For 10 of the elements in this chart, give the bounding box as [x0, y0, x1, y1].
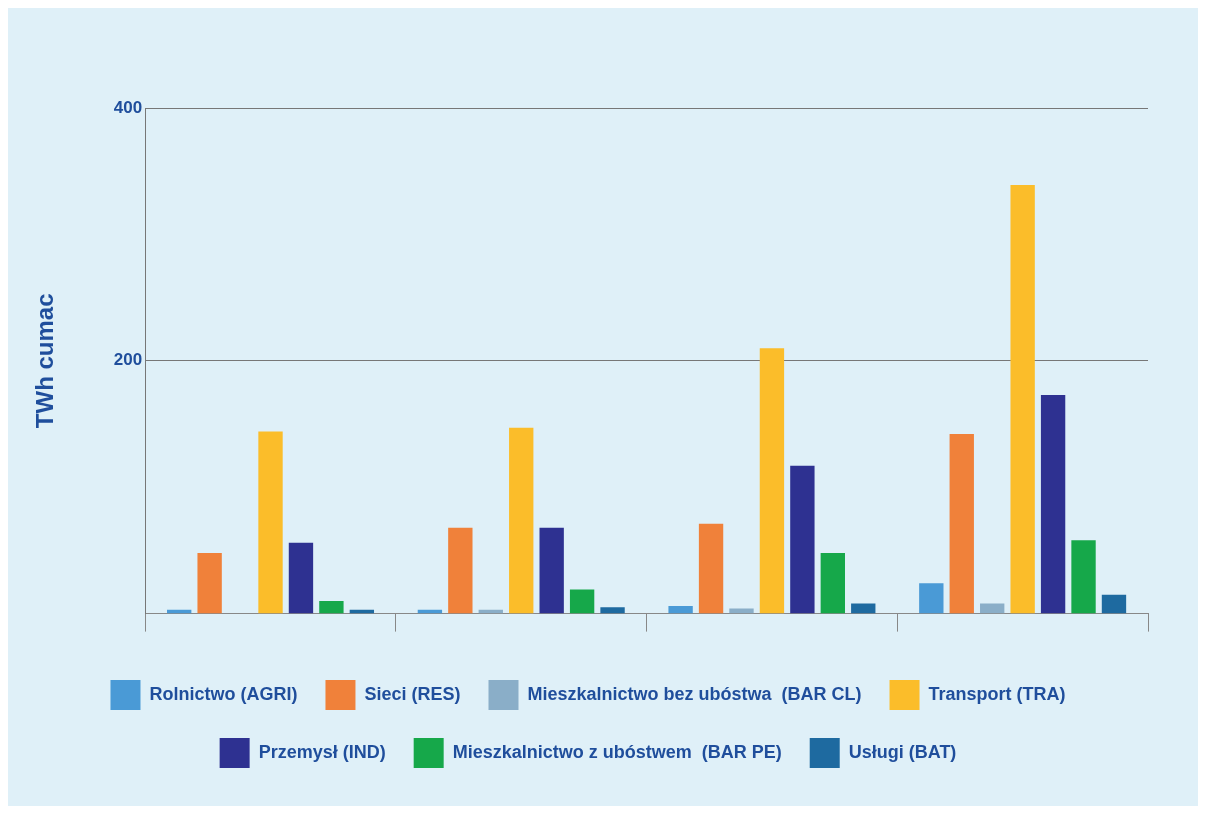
legend-label: Przemysł (IND) [258, 741, 386, 762]
legend-label: Mieszkalnictwo bez ubóstwa (BAR CL) [527, 683, 862, 704]
legend-label: Usługi (BAT) [848, 741, 957, 762]
y-tick-label: 200 [113, 350, 143, 370]
y-tick-label: 400 [113, 97, 143, 117]
legend-label: Mieszkalnictwo z ubóstwem (BAR PE) [452, 741, 782, 762]
legend-label: Sieci (RES) [364, 683, 461, 704]
y-axis-title: TWh cumac [31, 293, 59, 429]
legend-label: Transport (TRA) [928, 683, 1066, 704]
legend-label: Rolnictwo (AGRI) [149, 683, 298, 704]
